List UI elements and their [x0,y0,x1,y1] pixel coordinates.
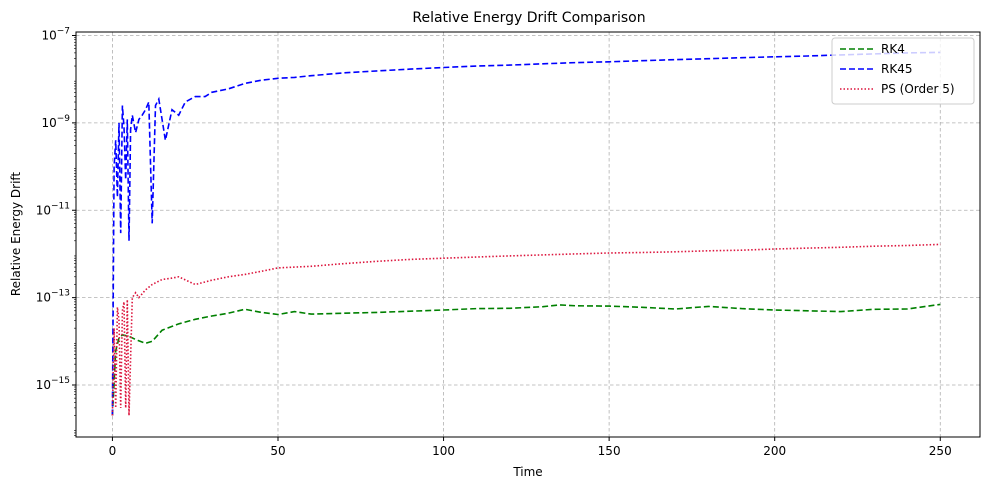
series-line-2 [111,243,941,416]
legend-label: PS (Order 5) [881,82,955,96]
legend-label: RK4 [881,42,905,56]
series-line-1 [111,51,941,416]
x-tick-label: 100 [432,444,455,458]
x-axis-ticks: 0 50 100 150 200 250 [109,437,952,458]
legend-label: RK45 [881,62,912,76]
x-tick-label: 200 [763,444,786,458]
y-axis-ticks: 10−15 10−13 10−11 10−9 10−7 [36,26,76,436]
legend-box [831,37,975,105]
x-tick-label: 50 [270,444,285,458]
y-tick-label: 10−13 [36,289,70,305]
x-tick-label: 250 [929,444,952,458]
y-tick-label: 10−7 [41,26,70,42]
y-axis-label: Relative Energy Drift [9,172,23,297]
y-tick-label: 10−9 [41,114,70,130]
legend: RK4 RK45 PS (Order 5) [831,37,975,105]
x-tick-label: 0 [109,444,117,458]
y-tick-label: 10−15 [36,376,70,392]
x-tick-label: 150 [598,444,621,458]
plot-series [111,51,941,416]
grid [76,32,980,437]
y-tick-label: 10−11 [36,201,70,217]
chart-title: Relative Energy Drift Comparison [412,10,645,26]
x-axis-label: Time [512,465,542,479]
series-line-0 [111,303,941,416]
plot-area-frame [75,31,981,438]
